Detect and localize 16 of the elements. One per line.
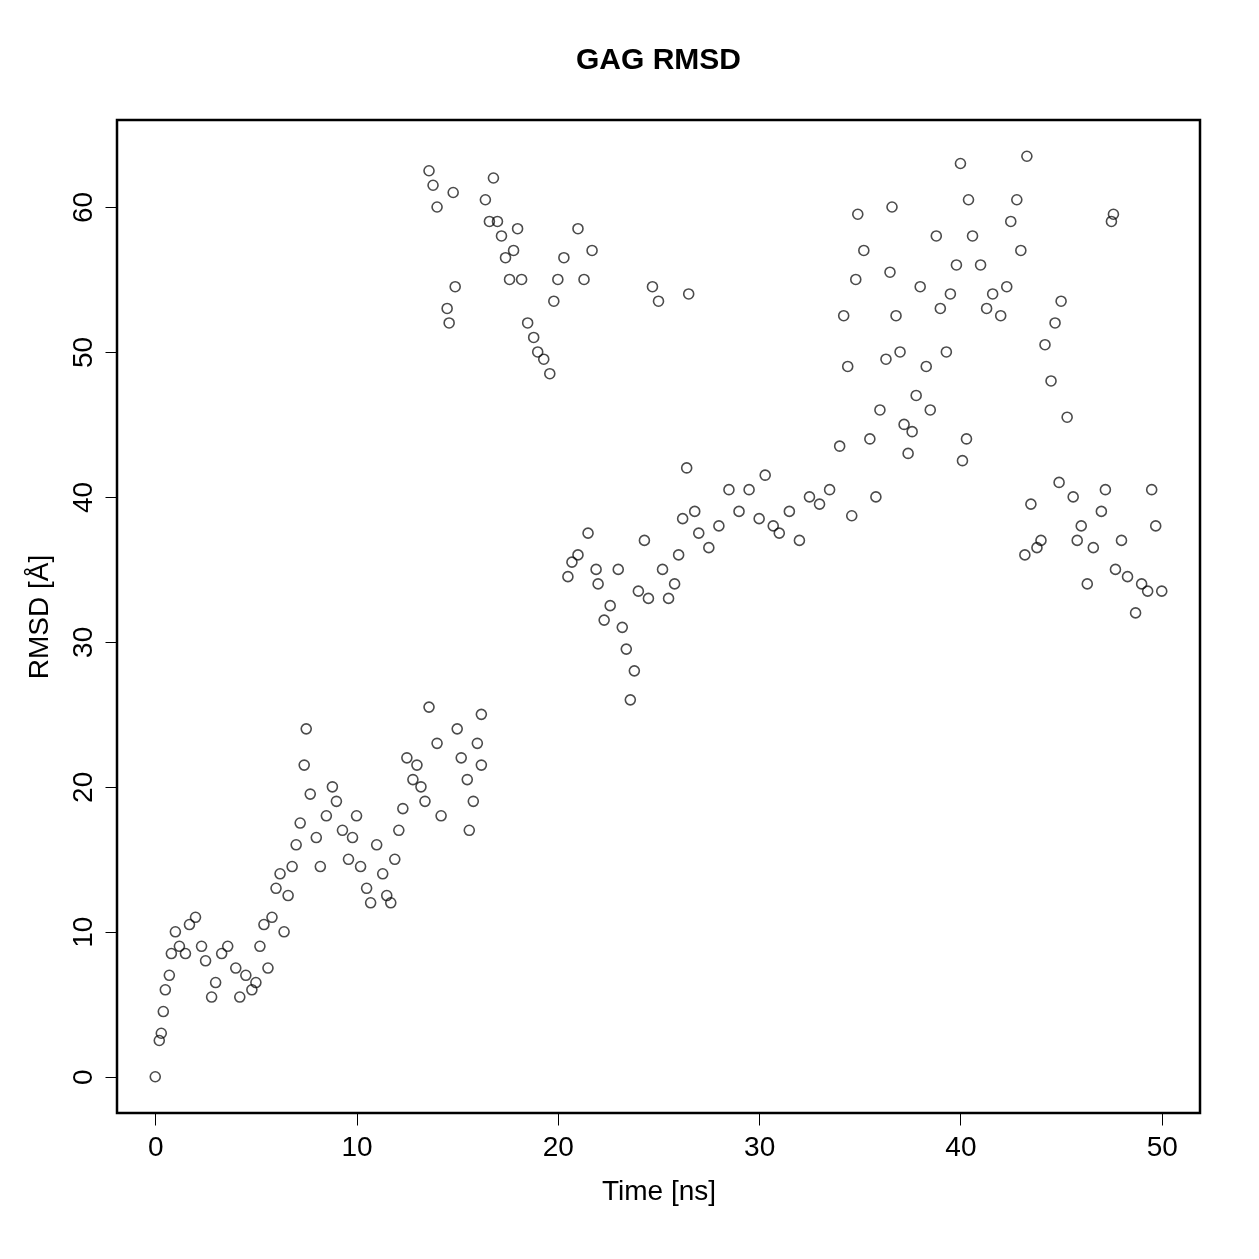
x-tick-label: 20 <box>542 1130 574 1162</box>
chart-title: GAG RMSD <box>576 42 741 75</box>
x-tick-label: 50 <box>1146 1130 1178 1162</box>
y-tick-label: 30 <box>66 626 98 658</box>
y-tick-label: 10 <box>66 916 98 948</box>
y-tick-label: 20 <box>66 771 98 803</box>
y-tick-label: 60 <box>66 191 98 224</box>
x-tick-label: 0 <box>147 1130 164 1162</box>
x-tick-label: 30 <box>744 1130 776 1162</box>
y-tick-label: 0 <box>66 1069 98 1086</box>
x-tick-label: 40 <box>945 1130 977 1162</box>
y-tick-label: 50 <box>66 336 98 369</box>
y-tick-label: 40 <box>66 481 98 513</box>
x-axis-title: Time [ns] <box>601 1174 717 1206</box>
y-axis-title: RMSD [Å] <box>22 554 54 680</box>
x-tick-label: 10 <box>341 1130 373 1162</box>
